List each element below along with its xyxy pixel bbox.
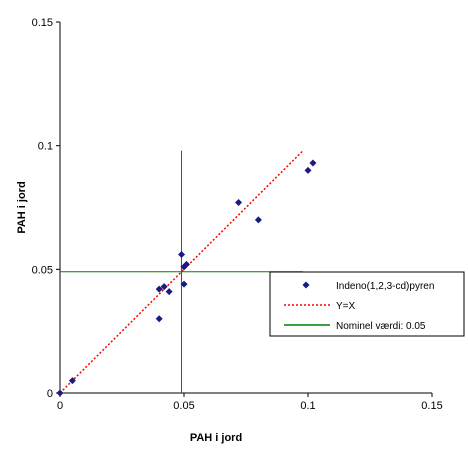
y-tick-label: 0.1 bbox=[38, 141, 53, 153]
legend-item: Indeno(1,2,3-cd)pyren bbox=[302, 281, 434, 292]
y-axis-ticks: 0 0.05 0.1 0.15 bbox=[32, 17, 60, 400]
legend-label: Y=X bbox=[336, 301, 356, 312]
y-tick-label: 0.05 bbox=[32, 264, 53, 276]
y-equals-x-line bbox=[59, 150, 304, 394]
x-tick-label: 0.15 bbox=[421, 400, 442, 412]
data-point bbox=[160, 283, 168, 291]
data-point bbox=[155, 315, 163, 323]
data-point bbox=[304, 166, 312, 174]
data-point bbox=[180, 280, 188, 288]
data-point bbox=[254, 216, 262, 224]
data-point bbox=[182, 260, 190, 268]
legend-item: Y=X bbox=[284, 301, 356, 312]
x-tick-label: 0.05 bbox=[173, 400, 194, 412]
data-point bbox=[309, 159, 317, 167]
reference-lines bbox=[60, 150, 304, 393]
y-tick-label: 0.15 bbox=[32, 17, 53, 29]
legend-item: Nominel værdi: 0.05 bbox=[284, 321, 426, 332]
data-point bbox=[235, 199, 243, 207]
data-point bbox=[155, 285, 163, 293]
data-point bbox=[165, 288, 173, 296]
data-point bbox=[56, 389, 64, 397]
y-axis-title: PAH i jord bbox=[16, 181, 28, 233]
legend-swatch-diamond bbox=[302, 281, 310, 289]
data-points bbox=[56, 159, 317, 397]
x-axis-ticks: 0 0.05 0.1 0.15 bbox=[57, 393, 443, 412]
data-point bbox=[68, 377, 76, 385]
legend-items: Indeno(1,2,3-cd)pyren Y=X Nominel værdi: 0… bbox=[284, 281, 434, 332]
x-tick-label: 0 bbox=[57, 400, 63, 412]
legend-label: Nominel værdi: 0.05 bbox=[336, 321, 426, 332]
data-point bbox=[178, 250, 186, 258]
x-tick-label: 0.1 bbox=[300, 400, 315, 412]
y-tick-label: 0 bbox=[47, 388, 53, 400]
x-axis-title: PAH i jord bbox=[190, 432, 242, 444]
plot-area: 0 0.05 0.1 0.15 0 0.05 0.1 0.15 bbox=[32, 17, 443, 412]
legend: Indeno(1,2,3-cd)pyren Y=X Nominel værdi: 0… bbox=[269, 271, 465, 337]
legend-label: Indeno(1,2,3-cd)pyren bbox=[336, 281, 434, 292]
identity-line bbox=[59, 150, 304, 394]
